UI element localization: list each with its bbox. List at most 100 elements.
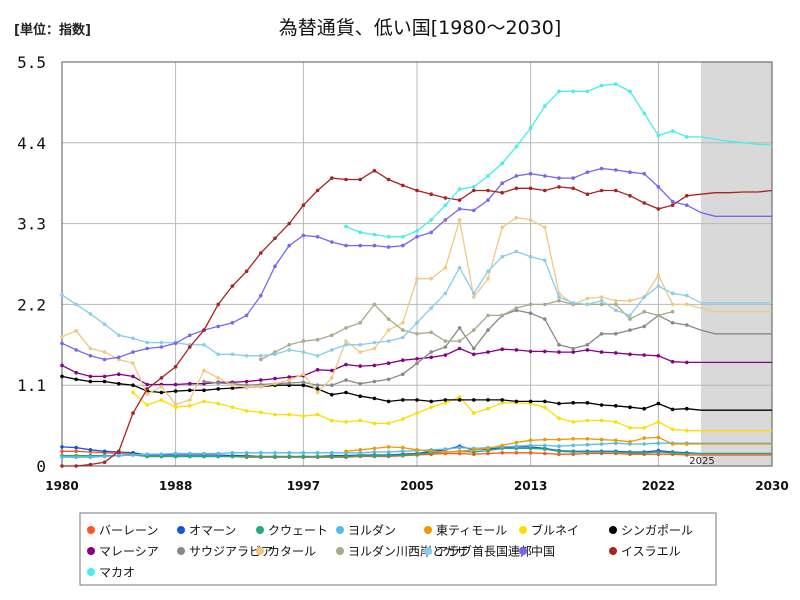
data-point — [358, 343, 363, 347]
data-point — [514, 186, 519, 191]
data-point — [443, 196, 448, 200]
data-point — [571, 176, 575, 180]
data-point — [514, 451, 519, 455]
data-point — [259, 357, 263, 362]
series-東ティモール — [344, 435, 772, 454]
data-point — [528, 446, 533, 451]
data-point — [628, 317, 632, 321]
data-point — [301, 233, 306, 238]
data-point — [486, 328, 490, 332]
data-point — [543, 317, 547, 321]
data-point — [585, 170, 590, 174]
data-point — [188, 404, 192, 408]
data-point — [670, 442, 675, 446]
data-point — [599, 83, 604, 88]
data-point — [685, 451, 689, 456]
data-point — [500, 401, 505, 405]
projection-region — [701, 62, 772, 466]
data-point — [628, 89, 632, 94]
data-point — [528, 254, 533, 259]
data-point — [472, 346, 476, 351]
data-point — [401, 183, 405, 188]
data-point — [301, 383, 306, 388]
projection-label: 2025 — [689, 456, 714, 467]
data-point — [386, 361, 391, 366]
data-point — [557, 176, 561, 180]
data-point — [330, 368, 334, 373]
data-point — [415, 321, 419, 325]
data-point — [528, 451, 533, 455]
data-point — [259, 454, 263, 459]
data-point — [557, 295, 561, 299]
data-point — [557, 298, 561, 303]
data-point — [330, 240, 334, 244]
data-point — [585, 418, 590, 423]
legend-item: 中国 — [519, 544, 555, 559]
legend-label: アラブ首長国連邦 — [436, 544, 532, 559]
series-イスラエル — [60, 168, 773, 468]
data-point — [88, 374, 93, 379]
data-point — [315, 390, 320, 395]
data-point — [642, 426, 646, 430]
data-point — [500, 225, 505, 230]
legend-label: クウェート — [268, 524, 328, 538]
data-point — [301, 451, 306, 455]
data-point — [528, 349, 533, 354]
series-マレーシア — [60, 346, 772, 387]
data-point — [685, 428, 689, 433]
data-point — [401, 243, 405, 248]
legend-label: 中国 — [531, 544, 555, 559]
data-point — [216, 401, 220, 406]
data-point — [528, 302, 533, 307]
data-point — [429, 350, 434, 354]
data-point — [656, 420, 661, 424]
data-point — [614, 438, 618, 443]
data-point — [429, 230, 434, 235]
data-point — [372, 346, 377, 351]
data-point — [486, 350, 490, 354]
data-point — [642, 111, 646, 116]
data-point — [486, 276, 490, 281]
data-point — [74, 445, 78, 450]
data-point — [457, 398, 462, 402]
data-point — [614, 188, 618, 193]
data-point — [656, 273, 661, 277]
legend-marker — [424, 526, 432, 534]
data-point — [543, 225, 547, 230]
data-point — [159, 390, 164, 395]
data-point — [60, 374, 64, 379]
data-point — [557, 185, 561, 189]
x-tick-label: 2013 — [514, 479, 547, 493]
data-point — [656, 354, 661, 358]
data-point — [486, 446, 490, 451]
data-point — [585, 348, 590, 352]
data-point — [159, 384, 164, 389]
data-point — [117, 355, 121, 360]
data-point — [685, 293, 689, 298]
data-point — [330, 454, 334, 459]
legend-label: カタール — [268, 545, 316, 559]
data-point — [628, 352, 632, 357]
legend-label: イスラエル — [621, 545, 681, 559]
data-point — [330, 451, 334, 455]
data-point — [472, 188, 476, 193]
data-point — [599, 332, 604, 336]
data-point — [202, 388, 206, 393]
data-point — [88, 354, 93, 358]
data-point — [670, 309, 675, 314]
data-point — [670, 302, 675, 307]
data-point — [500, 398, 505, 402]
series-line — [203, 309, 772, 386]
data-point — [372, 396, 377, 401]
data-point — [301, 380, 306, 385]
data-point — [528, 443, 533, 448]
data-point — [614, 332, 618, 336]
data-point — [259, 410, 263, 415]
data-point — [486, 269, 490, 274]
data-point — [173, 451, 178, 456]
data-point — [386, 177, 391, 182]
data-point — [372, 379, 377, 384]
data-point — [642, 295, 646, 299]
data-point — [429, 399, 434, 404]
data-point — [358, 350, 363, 354]
